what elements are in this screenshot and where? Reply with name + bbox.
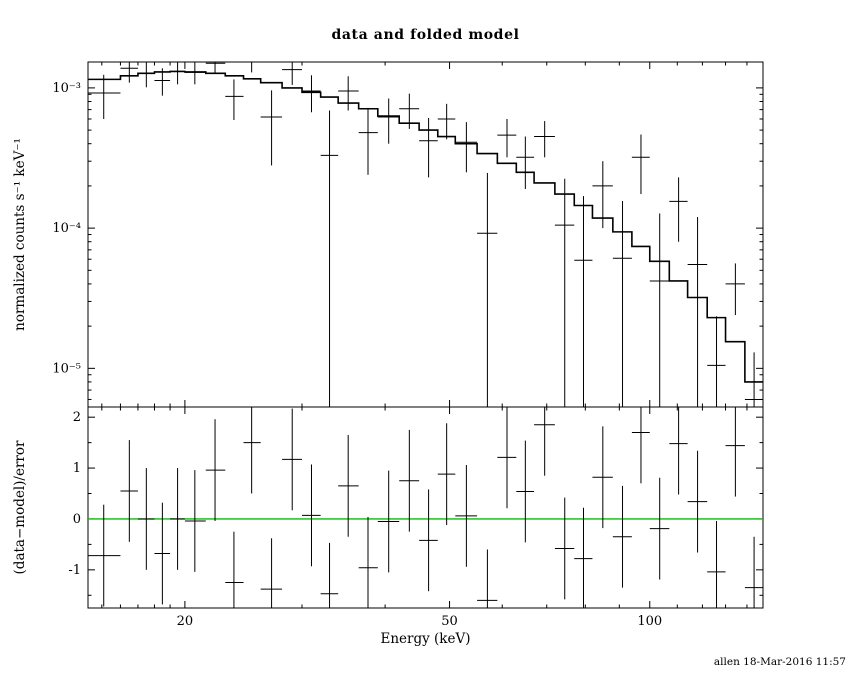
y-axis-label-top: normalized counts s⁻¹ keV⁻¹ (12, 138, 28, 331)
svg-text:2: 2 (73, 410, 81, 425)
y-axis-label-bottom: (data−model)/error (12, 440, 28, 575)
x-axis-label: Energy (keV) (380, 631, 471, 647)
svg-text:20: 20 (177, 614, 194, 629)
chart-title: data and folded model (331, 27, 520, 43)
svg-text:100: 100 (637, 614, 662, 629)
timestamp: allen 18-Mar-2016 11:57 (713, 656, 846, 668)
svg-text:-1: -1 (68, 563, 81, 578)
svg-text:50: 50 (441, 614, 458, 629)
svg-text:10⁻⁴: 10⁻⁴ (52, 221, 81, 236)
svg-text:1: 1 (73, 461, 81, 476)
svg-text:10⁻³: 10⁻³ (52, 81, 81, 96)
svg-text:0: 0 (73, 512, 81, 527)
svg-text:10⁻⁵: 10⁻⁵ (52, 361, 81, 376)
